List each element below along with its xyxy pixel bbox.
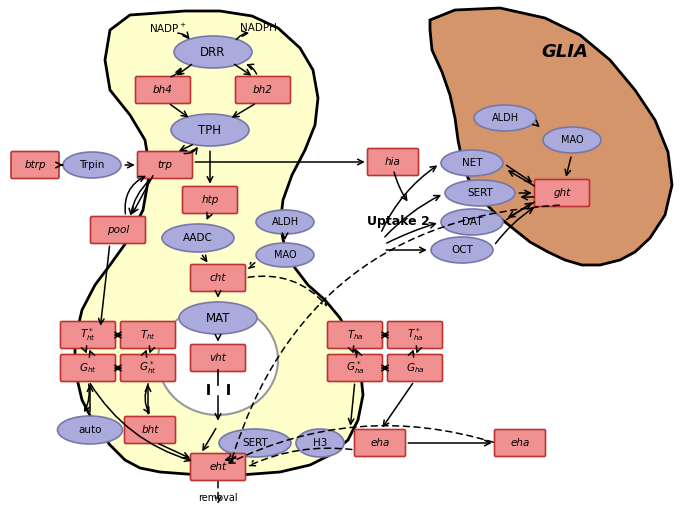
Text: NET: NET bbox=[462, 158, 482, 168]
Ellipse shape bbox=[171, 114, 249, 146]
FancyBboxPatch shape bbox=[190, 453, 245, 480]
FancyBboxPatch shape bbox=[125, 417, 175, 444]
Polygon shape bbox=[75, 11, 363, 475]
FancyBboxPatch shape bbox=[190, 265, 245, 292]
Text: $T_{ha}$: $T_{ha}$ bbox=[347, 328, 364, 342]
Text: cht: cht bbox=[210, 273, 226, 283]
Text: MAO: MAO bbox=[274, 250, 297, 260]
Text: bh4: bh4 bbox=[153, 85, 173, 95]
Ellipse shape bbox=[441, 209, 503, 235]
Text: $G_{ha}^*$: $G_{ha}^*$ bbox=[346, 360, 364, 376]
FancyBboxPatch shape bbox=[121, 322, 175, 348]
Text: DAT: DAT bbox=[462, 217, 482, 227]
Ellipse shape bbox=[63, 152, 121, 178]
FancyBboxPatch shape bbox=[388, 322, 443, 348]
Text: $G_{ht}^*$: $G_{ht}^*$ bbox=[139, 360, 157, 376]
FancyBboxPatch shape bbox=[367, 148, 419, 175]
Ellipse shape bbox=[431, 237, 493, 263]
Text: $G_{ha}$: $G_{ha}$ bbox=[406, 361, 424, 375]
Text: Uptake 2: Uptake 2 bbox=[366, 216, 429, 229]
FancyBboxPatch shape bbox=[136, 77, 190, 103]
Ellipse shape bbox=[474, 105, 536, 131]
FancyBboxPatch shape bbox=[60, 322, 116, 348]
Text: htp: htp bbox=[201, 195, 219, 205]
Text: NADP$^+$: NADP$^+$ bbox=[149, 21, 187, 35]
Ellipse shape bbox=[256, 210, 314, 234]
Ellipse shape bbox=[179, 302, 257, 334]
Text: NADPH: NADPH bbox=[240, 23, 277, 33]
Polygon shape bbox=[430, 8, 672, 265]
Text: SERT: SERT bbox=[467, 188, 493, 198]
Text: MAO: MAO bbox=[561, 135, 584, 145]
FancyBboxPatch shape bbox=[327, 355, 382, 382]
Text: $G_{ht}$: $G_{ht}$ bbox=[79, 361, 97, 375]
Text: GLIA: GLIA bbox=[542, 43, 588, 61]
Text: ght: ght bbox=[553, 188, 571, 198]
Ellipse shape bbox=[162, 224, 234, 252]
Text: bht: bht bbox=[141, 425, 159, 435]
Text: auto: auto bbox=[78, 425, 102, 435]
Text: Trpin: Trpin bbox=[79, 160, 105, 170]
FancyBboxPatch shape bbox=[182, 187, 238, 214]
Ellipse shape bbox=[445, 180, 515, 206]
FancyBboxPatch shape bbox=[534, 179, 590, 206]
FancyBboxPatch shape bbox=[90, 217, 145, 244]
Ellipse shape bbox=[58, 416, 123, 444]
Text: $T_{ht}^*$: $T_{ht}^*$ bbox=[80, 327, 96, 343]
Ellipse shape bbox=[256, 243, 314, 267]
Text: $T_{ht}$: $T_{ht}$ bbox=[140, 328, 156, 342]
Text: bh2: bh2 bbox=[253, 85, 273, 95]
Text: SERT: SERT bbox=[242, 438, 268, 448]
FancyBboxPatch shape bbox=[190, 344, 245, 372]
Text: hia: hia bbox=[385, 157, 401, 167]
Text: ALDH: ALDH bbox=[491, 113, 519, 123]
FancyBboxPatch shape bbox=[236, 77, 290, 103]
Text: btrp: btrp bbox=[24, 160, 46, 170]
Ellipse shape bbox=[219, 429, 291, 457]
Text: ALDH: ALDH bbox=[271, 217, 299, 227]
FancyBboxPatch shape bbox=[60, 355, 116, 382]
FancyBboxPatch shape bbox=[327, 322, 382, 348]
Text: eha: eha bbox=[371, 438, 390, 448]
Text: pool: pool bbox=[107, 225, 129, 235]
Text: AADC: AADC bbox=[183, 233, 213, 243]
FancyBboxPatch shape bbox=[388, 355, 443, 382]
Text: DRR: DRR bbox=[200, 45, 225, 58]
Text: OCT: OCT bbox=[451, 245, 473, 255]
Text: TPH: TPH bbox=[199, 124, 221, 136]
Text: removal: removal bbox=[198, 493, 238, 503]
Text: trp: trp bbox=[158, 160, 173, 170]
FancyBboxPatch shape bbox=[355, 430, 406, 457]
Ellipse shape bbox=[174, 36, 252, 68]
Text: eha: eha bbox=[510, 438, 530, 448]
Text: eht: eht bbox=[210, 462, 227, 472]
Text: MAT: MAT bbox=[206, 312, 230, 325]
Text: $T_{ha}^*$: $T_{ha}^*$ bbox=[406, 327, 423, 343]
Ellipse shape bbox=[441, 150, 503, 176]
Ellipse shape bbox=[296, 429, 344, 457]
Ellipse shape bbox=[158, 305, 278, 415]
Text: H3: H3 bbox=[313, 438, 327, 448]
FancyBboxPatch shape bbox=[495, 430, 545, 457]
Text: vht: vht bbox=[210, 353, 227, 363]
FancyBboxPatch shape bbox=[121, 355, 175, 382]
Ellipse shape bbox=[543, 127, 601, 153]
FancyBboxPatch shape bbox=[138, 151, 192, 178]
FancyBboxPatch shape bbox=[11, 151, 59, 178]
